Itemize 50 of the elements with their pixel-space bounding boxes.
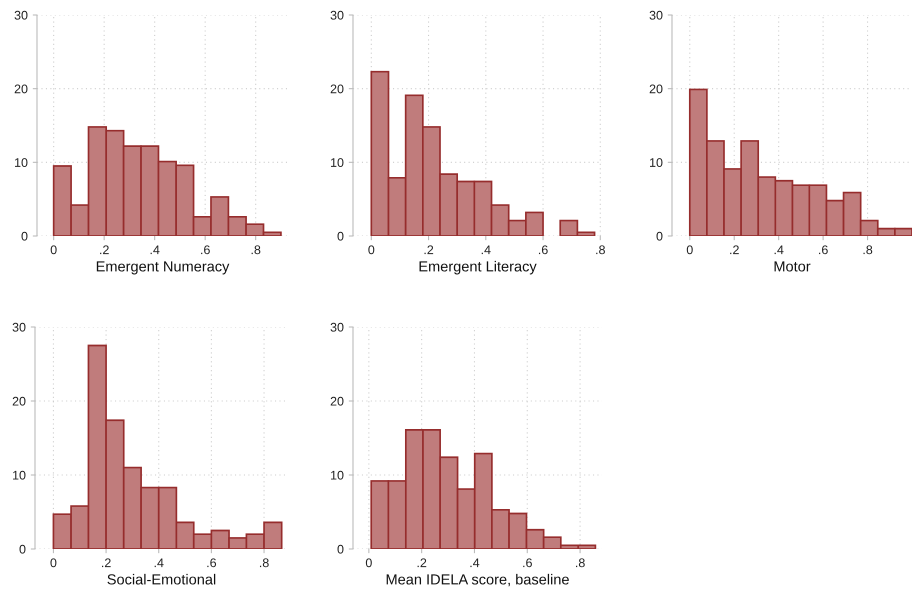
x-axis-title: Social-Emotional (107, 574, 216, 585)
x-tick-label: .6 (538, 245, 548, 254)
y-tick-label: 0 (20, 544, 26, 554)
y-tick-label: 20 (650, 84, 662, 94)
y-tick-label: 20 (12, 396, 26, 406)
y-tick-label: 0 (338, 544, 344, 554)
x-tick-label: .8 (576, 558, 585, 568)
x-tick-label: .6 (201, 245, 210, 254)
x-tick-label: .4 (150, 245, 160, 254)
x-tick-label: .8 (260, 558, 269, 568)
x-tick-label: 0 (368, 245, 374, 254)
x-axis-title: Mean IDELA score, baseline (386, 574, 569, 586)
y-tick-label: 10 (331, 470, 344, 480)
x-tick-label: .8 (863, 245, 872, 254)
y-tick-label: 10 (331, 158, 344, 167)
y-tick-label: 0 (22, 232, 28, 241)
x-tick-label: .4 (154, 558, 164, 568)
x-tick-label: .8 (252, 245, 260, 254)
x-tick-label: .4 (470, 558, 480, 568)
y-tick-label: 30 (330, 10, 344, 20)
x-tick-label: .2 (424, 245, 434, 254)
x-tick-label: .6 (819, 245, 828, 254)
x-tick-label: .6 (523, 558, 532, 568)
y-tick-label: 0 (338, 232, 344, 241)
x-tick-label: 0 (686, 245, 693, 254)
y-tick-label: 0 (656, 232, 662, 241)
y-tick-label: 30 (650, 10, 662, 20)
x-tick-label: 0 (366, 558, 372, 568)
y-tick-label: 20 (330, 84, 344, 94)
x-tick-label: .2 (730, 245, 739, 254)
y-tick-label: 10 (15, 158, 28, 167)
x-tick-label: 0 (50, 245, 57, 254)
x-tick-label: .2 (418, 558, 426, 568)
y-tick-label: 20 (14, 84, 28, 94)
x-axis-title: Emergent Numeracy (96, 261, 230, 274)
x-tick-label: 0 (50, 558, 56, 568)
y-tick-label: 20 (330, 396, 344, 406)
x-tick-label: .2 (100, 245, 109, 254)
y-tick-label: 30 (14, 10, 28, 20)
y-tick-label: 30 (12, 322, 26, 332)
x-tick-label: .4 (482, 245, 491, 254)
y-tick-label: 10 (13, 470, 26, 480)
x-tick-label: .4 (774, 245, 784, 254)
x-axis-title: Motor (774, 261, 810, 272)
y-tick-label: 10 (650, 158, 662, 167)
x-tick-label: .8 (596, 245, 605, 254)
x-tick-label: .2 (102, 558, 111, 568)
x-axis-title: Emergent Literacy (420, 260, 537, 274)
y-tick-label: 30 (330, 322, 344, 332)
x-tick-label: .6 (207, 558, 216, 568)
